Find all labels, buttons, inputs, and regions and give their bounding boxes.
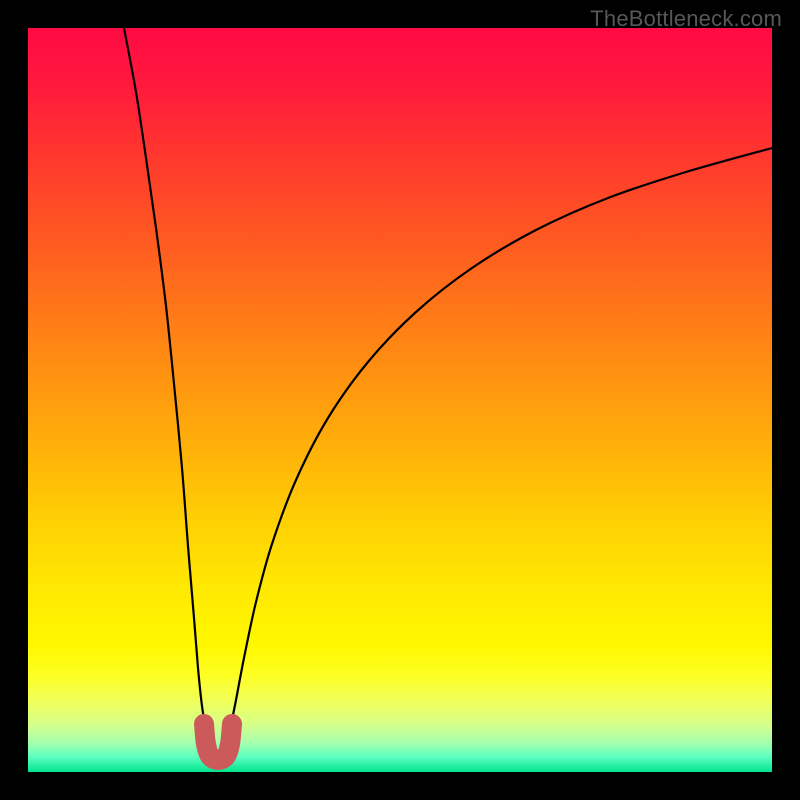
chart-svg — [28, 28, 772, 772]
gradient-background — [28, 28, 772, 772]
plot-area — [28, 28, 772, 772]
chart-frame: TheBottleneck.com — [0, 0, 800, 800]
